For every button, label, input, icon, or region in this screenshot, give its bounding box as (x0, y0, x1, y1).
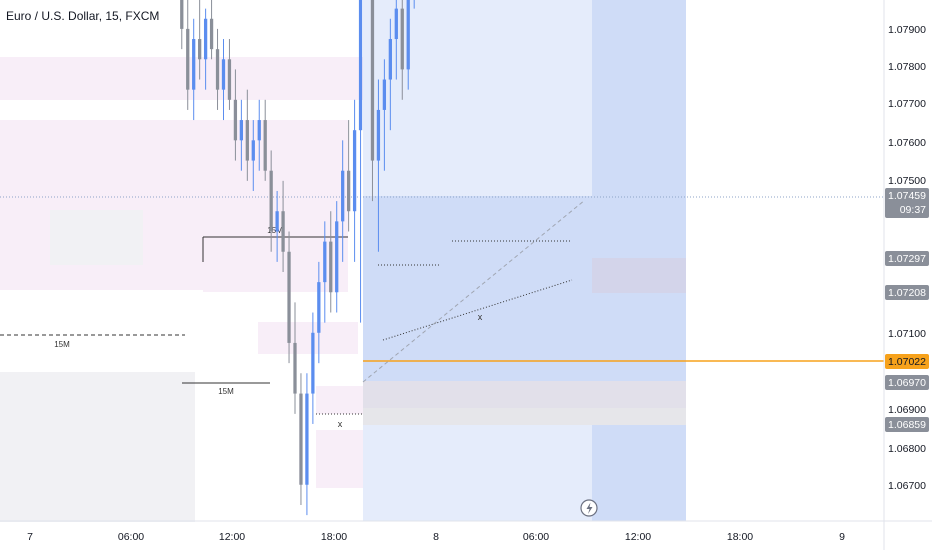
annotation-level-label-1: 15M (267, 226, 283, 235)
price-tag-box (885, 375, 929, 390)
candle-body (352, 130, 357, 212)
candle-body (293, 342, 297, 394)
candle-body (329, 241, 333, 293)
price-tag-value: 1.06970 (888, 377, 926, 389)
zone-box-0 (0, 57, 363, 100)
candle-body (370, 0, 375, 161)
dashed-trendline (362, 199, 586, 383)
candle-body (221, 59, 226, 90)
candle-body (388, 39, 392, 80)
candle-body (198, 39, 202, 60)
price-tag-box (885, 417, 929, 432)
candle-body (406, 0, 410, 70)
price-tick-label: 1.06800 (888, 443, 926, 455)
candle-body (335, 221, 339, 293)
candle-series (180, 0, 415, 516)
price-axis[interactable]: 1.07900 1.07800 1.07700 1.07600 1.07500 1.071… (883, 0, 929, 550)
time-tick-label: 18:00 (727, 531, 753, 543)
annotation-marker-3: x (478, 312, 483, 322)
candle-body (358, 0, 363, 131)
price-tick-label: 1.07600 (888, 137, 926, 149)
price-tick-label: 1.07700 (888, 98, 926, 110)
price-tag-box (885, 188, 929, 218)
candle-body (269, 170, 273, 232)
price-tag-box (885, 285, 929, 300)
time-tick-label: 7 (27, 531, 33, 543)
price-tag-value: 1.07208 (888, 287, 926, 299)
zone-box-13 (363, 408, 686, 425)
price-tick-label: 1.06900 (888, 404, 926, 416)
candle-body (239, 120, 244, 141)
annotation-level-label-2: 15M (218, 387, 234, 396)
time-tick-label: 06:00 (523, 531, 549, 543)
lightning-icon (580, 499, 598, 517)
price-tick-label: 1.07900 (888, 24, 926, 36)
candle-body (192, 39, 196, 90)
price-tick-label: 1.07100 (888, 328, 926, 340)
candle-body (382, 79, 387, 110)
time-tick-label: 8 (433, 531, 439, 543)
candle-body (233, 99, 238, 141)
price-tag-countdown: 09:37 (900, 204, 926, 216)
candle-body (317, 282, 321, 333)
annotation-marker-4: x (338, 419, 343, 429)
time-tick-label: 12:00 (219, 531, 245, 543)
price-tag-value: 1.06859 (888, 419, 926, 431)
price-tag-box (885, 354, 929, 369)
candle-body (215, 49, 220, 90)
candle-body (311, 332, 315, 394)
zone-box-11 (592, 258, 686, 293)
candle-body (287, 251, 291, 343)
candle-body (257, 120, 261, 141)
zone-box-7 (316, 386, 364, 414)
candle-body (341, 170, 345, 222)
symbol-title[interactable]: Euro / U.S. Dollar, 15, FXCM (6, 9, 160, 23)
candle-body (305, 393, 309, 485)
candle-body (275, 211, 279, 232)
candle-body (209, 18, 214, 50)
zone-box-5 (50, 210, 143, 265)
zone-layer (0, 0, 686, 522)
time-tick-label: 9 (839, 531, 845, 543)
candle-body (299, 393, 303, 485)
candle-body (376, 109, 381, 161)
time-tick-label: 06:00 (118, 531, 144, 543)
zone-box-3 (258, 322, 358, 354)
drawing-layer: 15M 15M 15M x x (0, 196, 884, 429)
price-tag-value: 1.07297 (888, 253, 926, 265)
overlay-layer (580, 499, 598, 517)
candle-body (245, 120, 249, 161)
candle-body (400, 8, 404, 70)
zone-box-4 (0, 372, 195, 522)
candle-body (203, 18, 208, 60)
candle-body (346, 170, 351, 212)
price-tag-box (885, 251, 929, 266)
candle-body (186, 28, 190, 90)
price-tick-label: 1.06700 (888, 480, 926, 492)
candle-body (281, 211, 285, 252)
candle-body (227, 59, 232, 100)
candle-body (323, 241, 327, 283)
price-tick-label: 1.07800 (888, 61, 926, 73)
price-tag-value: 1.07022 (888, 356, 926, 368)
annotation-level-label-0: 15M (54, 340, 70, 349)
time-axis[interactable]: 7 06:00 12:00 18:00 8 06:00 12:00 18:00 9 (0, 520, 932, 543)
candle-body (394, 8, 398, 40)
candle-body (251, 140, 255, 161)
candle-body (263, 120, 267, 171)
dotted-trendline (382, 279, 573, 341)
time-tick-label: 12:00 (625, 531, 651, 543)
time-tick-label: 18:00 (321, 531, 347, 543)
candle-body (180, 0, 184, 29)
price-tag-value: 1.07459 (888, 190, 926, 202)
price-tick-label: 1.07500 (888, 175, 926, 187)
